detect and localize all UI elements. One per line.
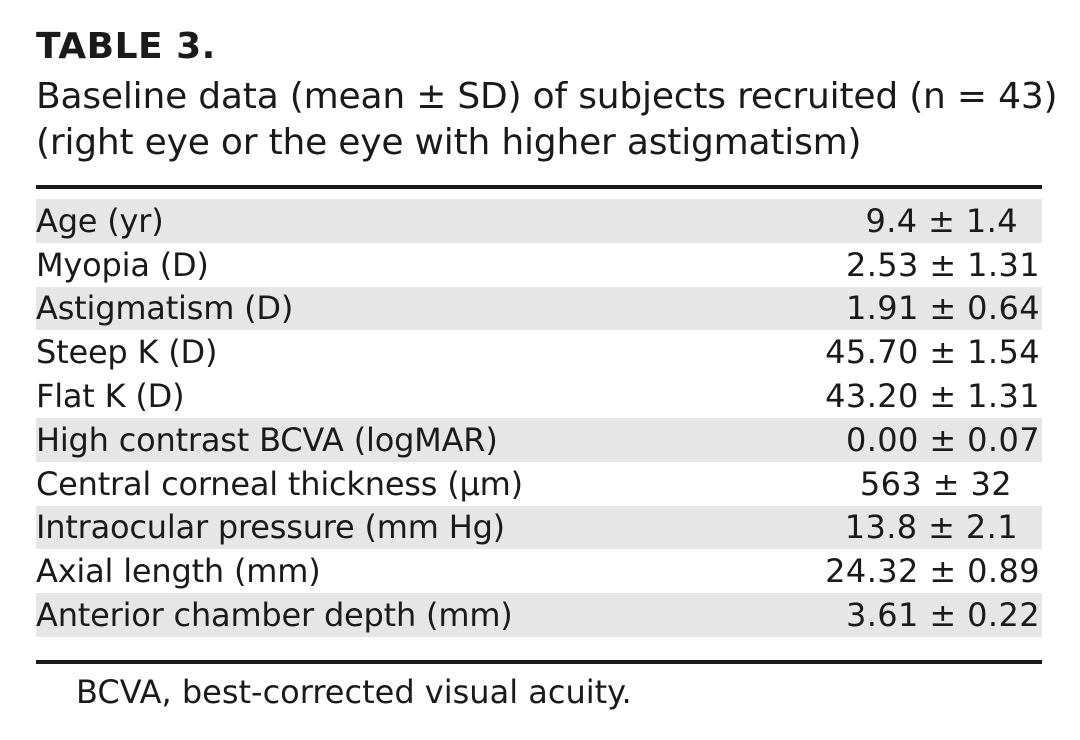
row-value: 43.20 ± 1.31 [825, 377, 1040, 416]
table-row-anterior-chamber-depth: Anterior chamber depth (mm) 3.61 ± 0.22 [36, 593, 1042, 637]
table-row-flat-k: Flat K (D) 43.20 ± 1.31 [36, 374, 1042, 418]
table-row-astigmatism: Astigmatism (D) 1.91 ± 0.64 [36, 286, 1042, 331]
row-label: Myopia (D) [36, 245, 209, 284]
row-label: Intraocular pressure (mm Hg) [36, 508, 505, 547]
row-value: 13.8 ± 2.1 [844, 508, 1018, 547]
table-caption-line-1: Baseline data (mean ± SD) of subjects re… [36, 76, 1058, 117]
table-row-intraocular-pressure: Intraocular pressure (mm Hg) 13.8 ± 2.1 [36, 505, 1042, 550]
table-row-corneal-thickness: Central corneal thickness (μm) 563 ± 32 [36, 462, 1042, 506]
row-label: Astigmatism (D) [36, 289, 294, 328]
table-caption-line-2: (right eye or the eye with higher astigm… [36, 122, 862, 163]
table-bottom-rule [36, 660, 1042, 664]
row-value: 563 ± 32 [859, 464, 1012, 503]
row-value: 24.32 ± 0.89 [825, 552, 1040, 591]
table-label: TABLE 3. [36, 26, 216, 67]
table-row-age: Age (yr) 9.4 ± 1.4 [36, 199, 1042, 243]
table-footnote: BCVA, best-corrected visual acuity. [76, 673, 632, 711]
table-row-bcva: High contrast BCVA (logMAR) 0.00 ± 0.07 [36, 417, 1042, 462]
table-row-axial-length: Axial length (mm) 24.32 ± 0.89 [36, 549, 1042, 593]
row-label: Anterior chamber depth (mm) [36, 596, 513, 635]
row-label: Steep K (D) [36, 333, 218, 372]
row-value: 0.00 ± 0.07 [845, 420, 1040, 459]
row-value: 9.4 ± 1.4 [865, 201, 1018, 240]
row-value: 45.70 ± 1.54 [825, 333, 1040, 372]
table-row-myopia: Myopia (D) 2.53 ± 1.31 [36, 243, 1042, 287]
row-value: 2.53 ± 1.31 [845, 245, 1040, 284]
baseline-data-table: Age (yr) 9.4 ± 1.4 Myopia (D) 2.53 ± 1.3… [36, 199, 1042, 637]
table-row-steep-k: Steep K (D) 45.70 ± 1.54 [36, 330, 1042, 374]
row-label: Flat K (D) [36, 377, 185, 416]
row-label: High contrast BCVA (logMAR) [36, 420, 498, 459]
row-value: 3.61 ± 0.22 [845, 596, 1040, 635]
row-label: Axial length (mm) [36, 552, 321, 591]
table-top-rule [36, 185, 1042, 189]
row-label: Central corneal thickness (μm) [36, 464, 523, 503]
row-label: Age (yr) [36, 201, 164, 240]
row-value: 1.91 ± 0.64 [845, 289, 1040, 328]
